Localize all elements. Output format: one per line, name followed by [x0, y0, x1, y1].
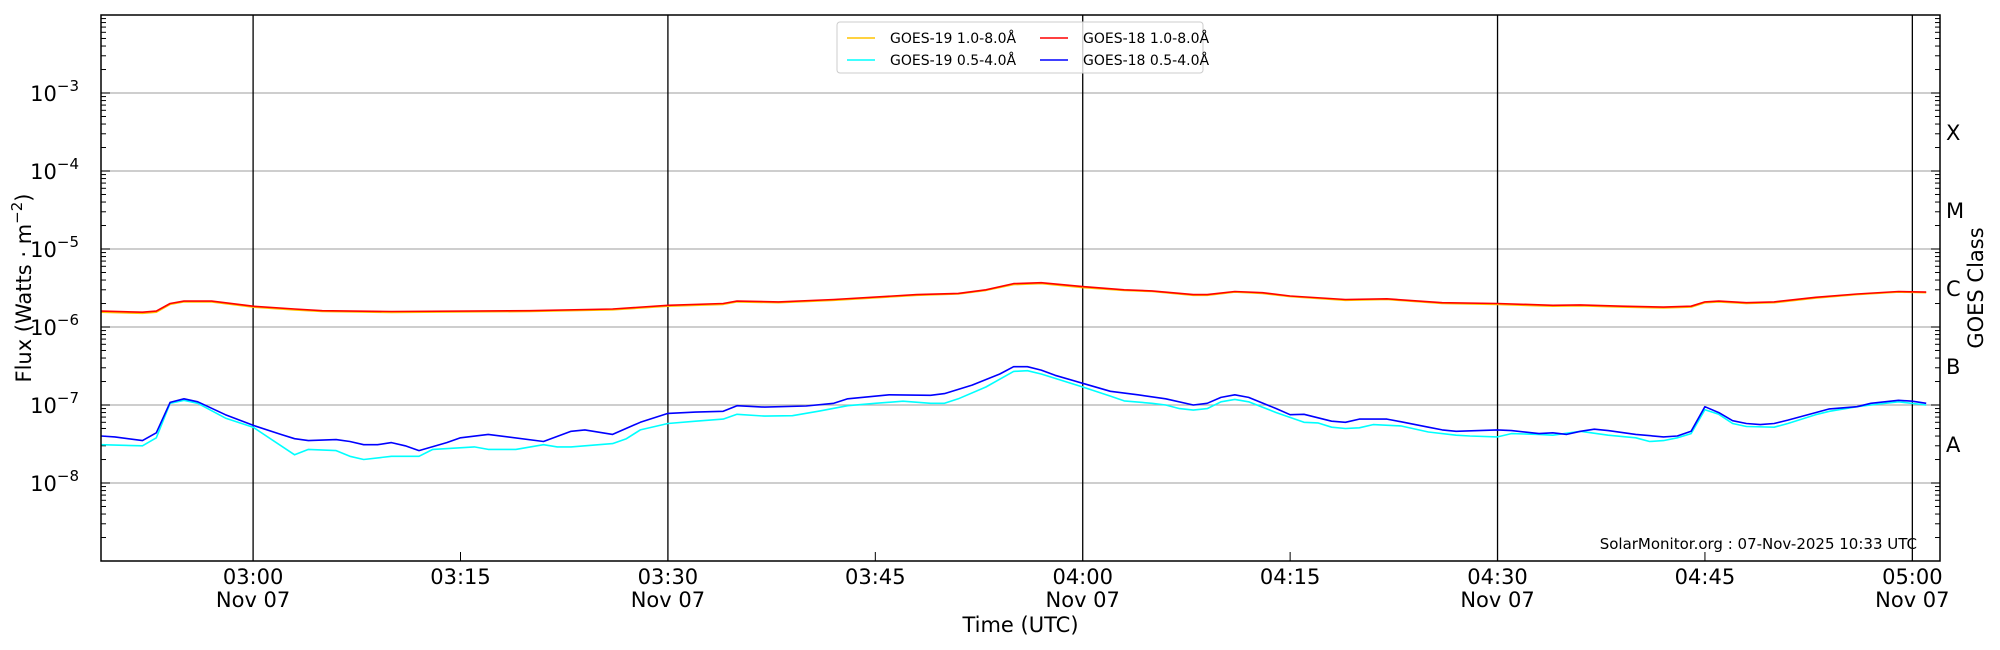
series-line-3 — [100, 365, 1927, 452]
x-tick-date: Nov 07 — [1046, 588, 1120, 612]
y-tick-label: 10−8 — [30, 467, 79, 496]
x-tick-label: 04:45 — [1675, 565, 1736, 589]
plot-frame — [100, 14, 1941, 562]
y-tick-base: 10 — [30, 82, 57, 106]
y-tick-label: 10−5 — [30, 233, 79, 262]
goes-class-label: X — [1946, 121, 1960, 145]
y-axis-label-exponent: −2 — [8, 202, 26, 224]
x-tick-date: Nov 07 — [216, 588, 290, 612]
x-tick-label: 03:15 — [430, 565, 491, 589]
legend-label: GOES-19 1.0-8.0Å — [890, 30, 1016, 47]
y-tick-base: 10 — [30, 394, 57, 418]
y-axis-label-text: Flux (Watts · m — [12, 224, 36, 383]
series-line-0 — [100, 282, 1927, 315]
series-line-1 — [100, 281, 1927, 313]
x-tick-label: 04:15 — [1260, 565, 1321, 589]
goes-class-label: M — [1946, 199, 1964, 223]
x-tick-date: Nov 07 — [1875, 588, 1949, 612]
x-tick-label: 03:45 — [845, 565, 906, 589]
goes-class-label: B — [1946, 355, 1960, 379]
y-tick-base: 10 — [30, 238, 57, 262]
x-tick-date: Nov 07 — [631, 588, 705, 612]
legend-label: GOES-18 0.5-4.0Å — [1083, 52, 1209, 69]
y-tick-exponent: −4 — [57, 155, 79, 173]
y-tick-base: 10 — [30, 316, 57, 340]
y2-axis-label: GOES Class — [1964, 227, 1988, 348]
x-tick-label: 05:00 — [1882, 565, 1943, 589]
x-tick-date: Nov 07 — [1460, 588, 1534, 612]
y-tick-base: 10 — [30, 160, 57, 184]
y-tick-label: 10−3 — [30, 77, 79, 106]
legend-label: GOES-18 1.0-8.0Å — [1083, 30, 1209, 47]
y-tick-label: 10−6 — [30, 311, 79, 340]
y-tick-label: 10−7 — [30, 389, 79, 418]
legend-box — [836, 21, 1204, 74]
x-axis-label: Time (UTC) — [961, 613, 1078, 637]
y-tick-label: 10−4 — [30, 155, 79, 184]
y-tick-exponent: −5 — [57, 233, 79, 251]
watermark-text: SolarMonitor.org : 07-Nov-2025 10:33 UTC — [1600, 535, 1917, 553]
y-tick-exponent: −6 — [57, 311, 79, 329]
x-tick-label: 03:00 — [223, 565, 284, 589]
goes-class-label: C — [1946, 277, 1961, 301]
y-axis-label-end: ) — [12, 193, 36, 201]
y-tick-exponent: −7 — [57, 389, 79, 407]
x-tick-label: 04:30 — [1467, 565, 1528, 589]
legend: GOES-19 1.0-8.0Å GOES-19 0.5-4.0Å GOES-18 … — [836, 21, 1209, 74]
y-axis-label: Flux (Watts · m−2) — [8, 193, 36, 382]
goes-class-label: A — [1946, 433, 1961, 457]
y-tick-base: 10 — [30, 472, 57, 496]
x-tick-label: 04:00 — [1052, 565, 1113, 589]
legend-label: GOES-19 0.5-4.0Å — [890, 52, 1016, 69]
y-tick-exponent: −8 — [57, 467, 79, 485]
x-tick-label: 03:30 — [638, 565, 699, 589]
y-tick-exponent: −3 — [57, 77, 79, 95]
series-line-2 — [100, 369, 1927, 461]
